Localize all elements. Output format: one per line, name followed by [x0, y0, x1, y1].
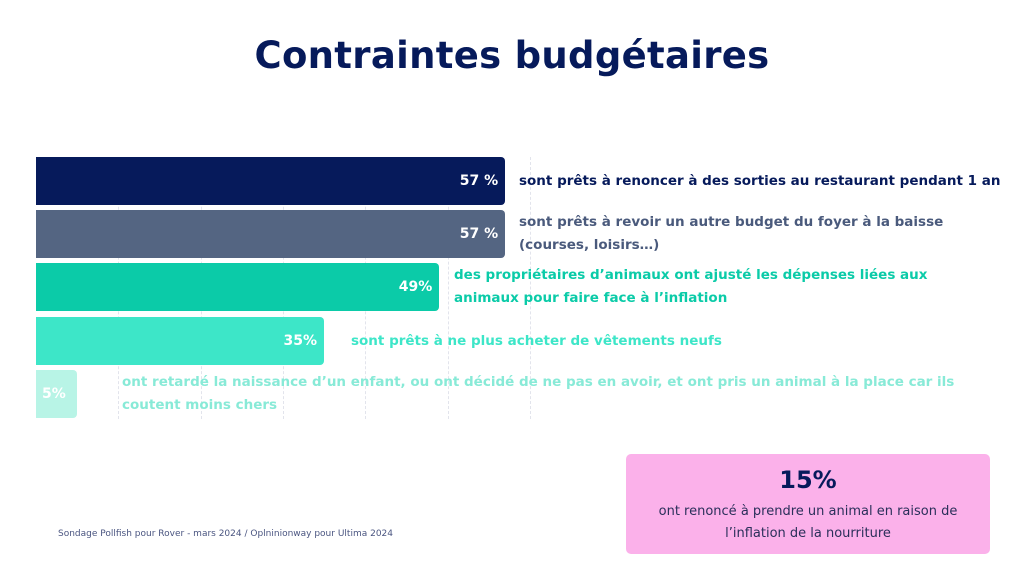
bar-category-label-line: ont retardé la naissance d’un enfant, ou… [122, 374, 955, 390]
gridline [448, 157, 449, 419]
bar-category-label: sont prêts à ne plus acheter de vêtement… [351, 330, 722, 353]
bar-category-label-line: sont prêts à renoncer à des sorties au r… [519, 172, 1001, 189]
bar-category-label-line: coutent moins chers [122, 397, 278, 413]
gridline [530, 157, 531, 419]
bar-category-label: sont prêts à revoir un autre budget du f… [519, 211, 943, 257]
bar [36, 263, 440, 311]
bar-value-label: 49% [398, 279, 433, 295]
bar-value-label: 57 % [459, 226, 499, 242]
bar-category-label-line: des propriétaires d’animaux ont ajusté l… [454, 267, 928, 283]
bar-category-label-line: (courses, loisirs…) [519, 237, 660, 253]
bar-category-label: sont prêts à renoncer à des sorties au r… [519, 170, 1000, 193]
bar-value-label: 5% [42, 386, 66, 402]
page-title: Contraintes budgétaires [254, 34, 770, 77]
bar [36, 210, 506, 258]
bar [36, 157, 506, 205]
bar-category-label: des propriétaires d’animaux ont ajusté l… [454, 264, 928, 310]
callout-value: 15% [779, 466, 837, 494]
callout-text-line: ont renoncé à prendre un animal en raiso… [658, 504, 958, 519]
callout-box: 15% ont renoncé à prendre un animal en r… [626, 454, 990, 554]
bar-category-label-line: sont prêts à revoir un autre budget du f… [519, 214, 944, 230]
callout-text: ont renoncé à prendre un animal en raiso… [626, 501, 990, 545]
bar-category-label-line: sont prêts à ne plus acheter de vêtement… [351, 332, 722, 349]
bar-category-label-line: animaux pour faire face à l’inflation [454, 290, 728, 306]
bar [36, 317, 325, 365]
bar-value-label: 35% [283, 333, 318, 349]
bar-value-label: 57 % [459, 173, 499, 189]
bar [36, 370, 78, 418]
source-note: Sondage Pollfish pour Rover - mars 2024 … [58, 529, 393, 539]
callout-text-line: l’inflation de la nourriture [725, 526, 891, 541]
bar-category-label: ont retardé la naissance d’un enfant, ou… [122, 371, 954, 417]
